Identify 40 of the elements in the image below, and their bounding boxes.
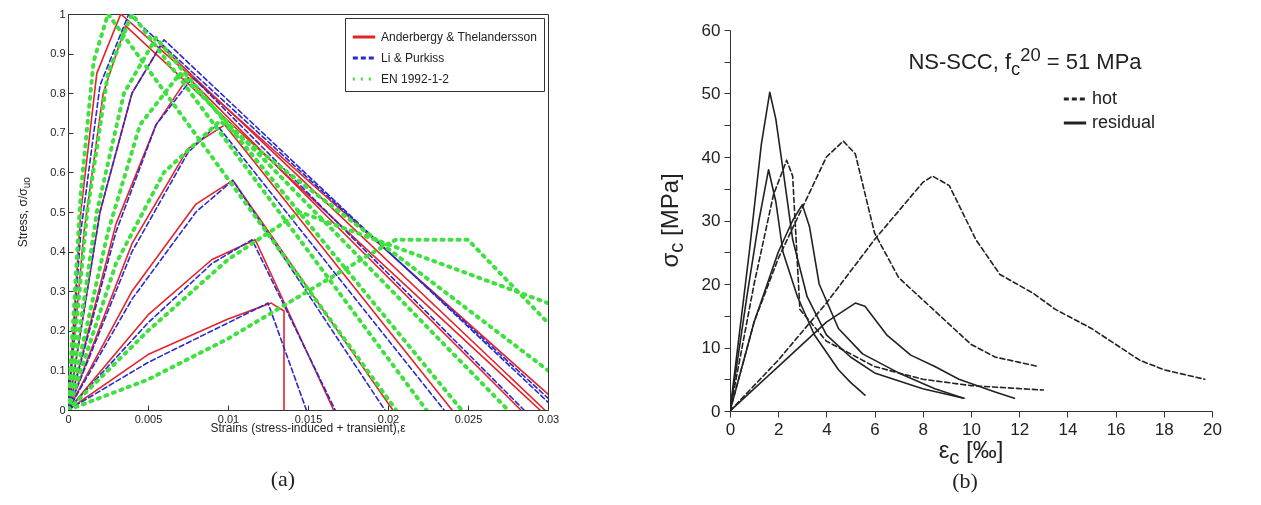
y-tick-label: 0.5 (50, 205, 66, 218)
legend-label: EN 1992-1-2 (381, 72, 450, 86)
x-tick-label: 6 (870, 419, 880, 439)
x-tick-label: 12 (1010, 419, 1030, 439)
x-tick-label: 10 (962, 419, 981, 439)
y-tick-label: 0.1 (50, 363, 66, 376)
y-tick-label: 1 (59, 7, 66, 20)
y-tick-label: 40 (701, 147, 721, 167)
y-tick-label: 0.6 (50, 165, 66, 178)
x-tick-label: 18 (1154, 419, 1174, 439)
x-tick-label: 14 (1058, 419, 1078, 439)
text: (a) (270, 466, 296, 492)
x-axis-title: ε$_{c}$ [‰] (938, 436, 1004, 469)
x-tick-label: 0.03 (537, 412, 560, 425)
y-tick-label: 0.8 (50, 86, 66, 99)
legend-label: hot (1092, 88, 1118, 108)
x-tick-label: 0.005 (134, 412, 163, 425)
legend-label: Anderbergy & Thelandersson (381, 30, 537, 44)
legend-label: residual (1092, 112, 1156, 132)
y-tick-label: 0 (59, 403, 66, 416)
y-tick-label: 20 (701, 274, 721, 294)
x-tick-label: 20 (1203, 419, 1222, 439)
y-tick-label: 0.3 (50, 284, 66, 297)
y-tick-label: 0.7 (50, 126, 66, 139)
y-tick-label: 50 (701, 84, 721, 103)
y-tick-label: 60 (701, 20, 721, 40)
y-tick-label: 0.4 (50, 245, 66, 258)
x-tick-label: 16 (1106, 419, 1126, 439)
x-tick-label: 2 (773, 419, 784, 439)
x-tick-label: 8 (918, 419, 929, 439)
legend-label: Li & Purkiss (381, 51, 445, 65)
x-tick-label: 0.025 (454, 412, 483, 425)
y-tick-label: 0.9 (50, 47, 66, 60)
text: (b) (952, 468, 978, 494)
annotation: NS-SCC, f$_{c}$$^{20}$ = 51 MPa (908, 44, 1142, 80)
x-tick-label: 4 (822, 419, 832, 439)
x-tick-label: 0 (725, 419, 736, 439)
y-tick-label: 0.2 (50, 324, 66, 337)
y-tick-label: 30 (701, 211, 721, 230)
y-tick-label: 10 (701, 338, 721, 357)
